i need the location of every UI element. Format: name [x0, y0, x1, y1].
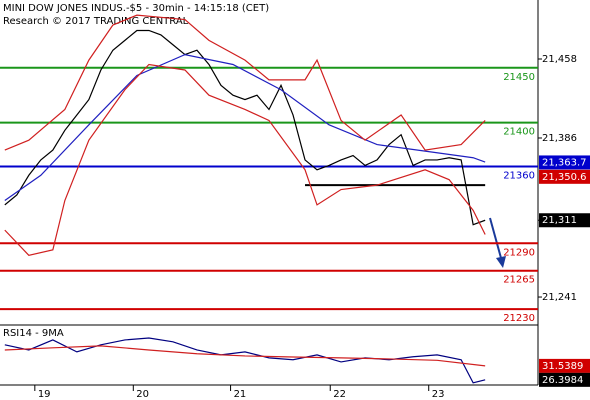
x-tick-label: 19 [38, 389, 51, 400]
value-box-label: 26.3984 [542, 375, 583, 386]
price-line [4, 29, 486, 226]
x-tick-label: 23 [432, 389, 445, 400]
y-tick-label: 21,386 [542, 133, 577, 144]
y-tick-label: 21,241 [542, 292, 577, 303]
value-box-label: 31.5389 [542, 361, 583, 372]
level-label: 21230 [503, 313, 535, 324]
price-line [4, 63, 486, 257]
forecast-arrow [489, 217, 506, 268]
rsi-line [4, 345, 486, 367]
price-line [4, 53, 486, 201]
indicator-title: RSI14 - 9MA [3, 328, 64, 339]
rsi-line [4, 337, 486, 384]
value-box [539, 155, 590, 170]
value-box [539, 213, 590, 228]
x-tick-label: 21 [234, 389, 247, 400]
value-box [539, 358, 590, 373]
chart-title: MINI DOW JONES INDUS.-$5 - 30min - 14:15… [3, 3, 269, 14]
value-box [539, 372, 590, 387]
value-box-label: 21,363.7 [542, 157, 587, 168]
x-tick-label: 22 [333, 389, 346, 400]
level-label: 21360 [503, 171, 535, 182]
value-box-label: 21,311 [542, 215, 577, 226]
value-box-label: 21,350.6 [542, 172, 587, 183]
y-tick-label: 21,458 [542, 54, 577, 65]
level-label: 21290 [503, 247, 535, 258]
price-line [4, 14, 486, 151]
level-label: 21400 [503, 127, 535, 138]
level-label: 21265 [503, 275, 535, 286]
level-label: 21450 [503, 72, 535, 83]
x-tick-label: 20 [136, 389, 149, 400]
value-box [539, 169, 590, 184]
chart-subtitle: Research © 2017 TRADING CENTRAL [3, 16, 189, 27]
